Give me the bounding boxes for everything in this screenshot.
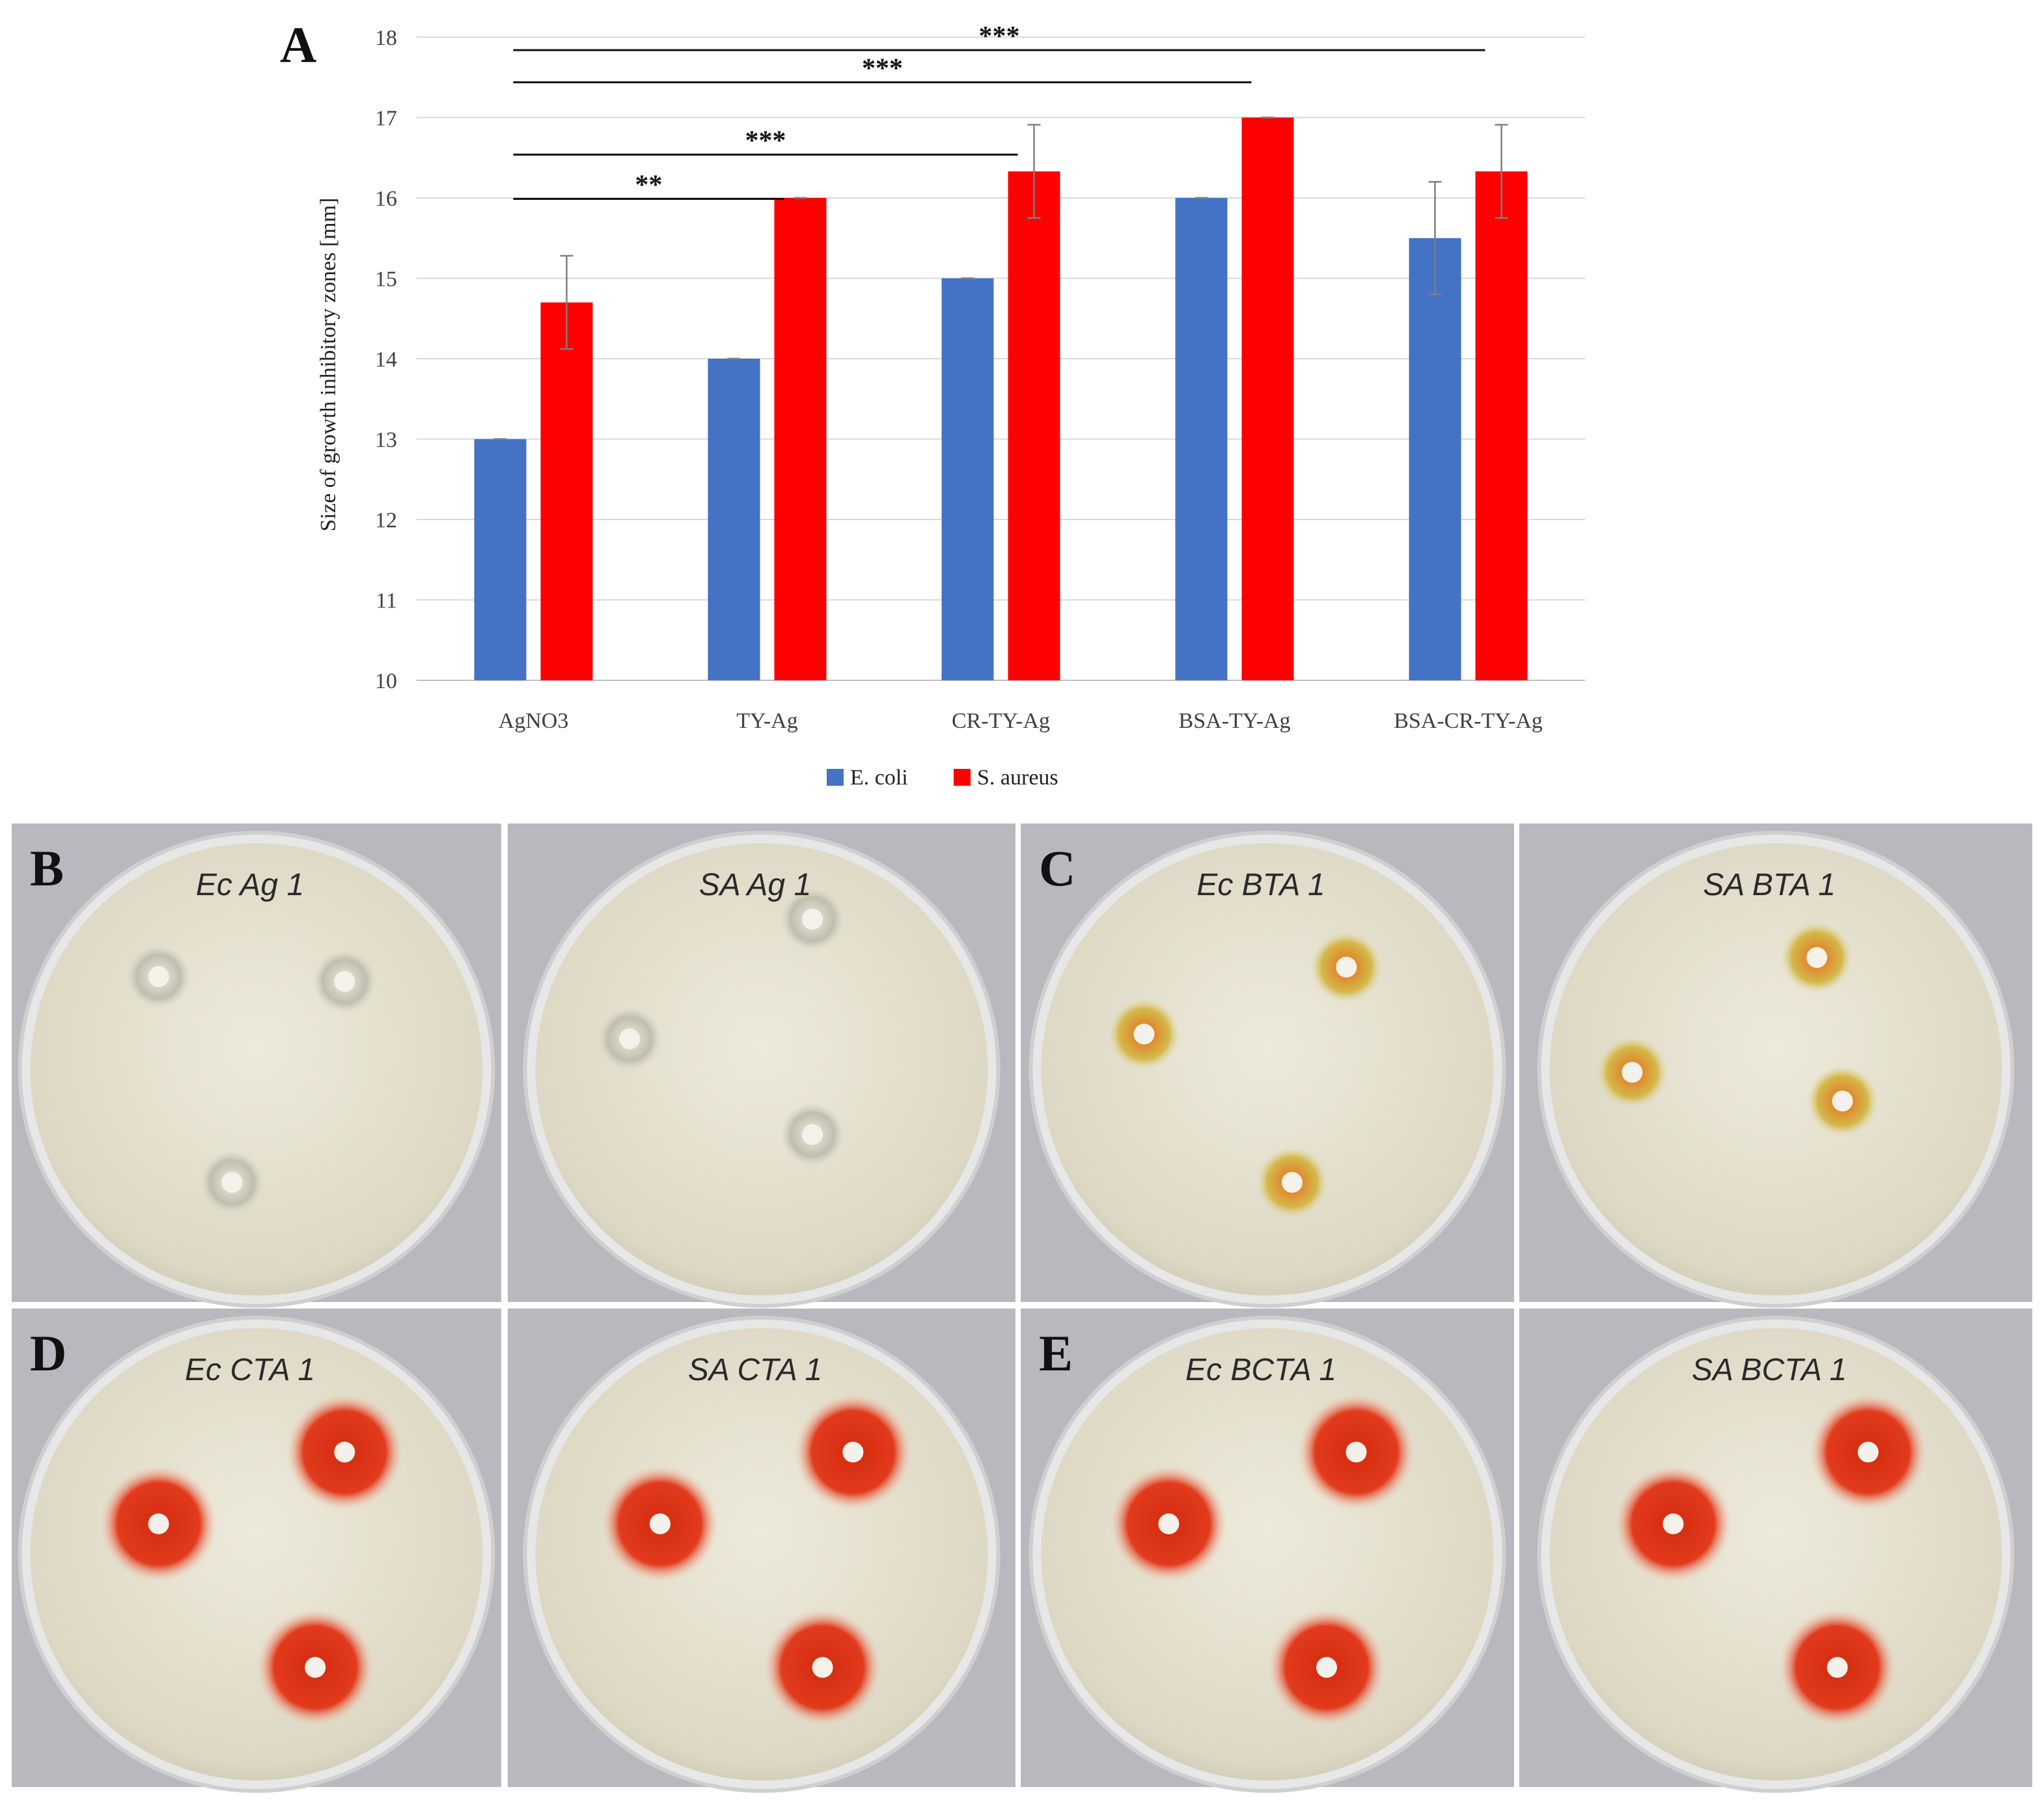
inhibition-zone [1806,1065,1879,1137]
inhibition-zone [1297,1393,1415,1511]
plate-handwritten-label: Ec BCTA 1 [1185,1353,1336,1387]
inhibition-zone [1108,998,1180,1070]
inhibition-zone [601,1465,719,1583]
agar-surface [535,1328,988,1781]
petri-dish-photos: Ec Ag 1 B SA Ag 1 Ec BTA 1 C SA BTA 1 Ec CTA 1… [12,824,2032,1793]
inhibition-zone [781,888,844,950]
x-tick-label: TY-Ag [736,709,797,733]
inhibition-zone [286,1393,404,1511]
inhibition-zone [1596,1036,1668,1109]
petri-dish-photo: Ec CTA 1 D [12,1309,501,1793]
error-bars [493,117,1508,440]
error-bar [1428,181,1442,296]
plate-handwritten-label: SA BTA 1 [1703,868,1836,902]
x-axis-ticks: AgNO3 TY-Ag CR-TY-Ag BSA-TY-Ag BSA-CR-TY-Ag [499,709,1543,733]
bars [474,117,1528,680]
plate-handwritten-label: Ec Ag 1 [196,868,304,902]
inhibition-zone [256,1609,374,1726]
y-tick-label: 13 [375,428,397,452]
inhibition-zone [598,1007,661,1070]
agar-surface [1549,843,2002,1296]
panel-letter-a: A [280,16,316,73]
inhibition-zone [313,950,376,1013]
y-tick-label: 14 [375,348,397,372]
panel-letter: E [1039,1325,1073,1381]
petri-dish-photo: Ec Ag 1 B [12,824,501,1308]
panel-letter: B [30,840,64,896]
legend-label: E. coli [850,766,908,790]
y-axis-ticks: 10 11 12 13 14 15 16 17 18 [375,26,397,693]
bar-saureus [1475,171,1528,680]
panel-letter: D [30,1325,66,1381]
bar-ecoli [941,278,994,680]
panel-letter: C [1039,840,1075,896]
legend-label: S. aureus [977,766,1058,790]
plate-handwritten-label: SA CTA 1 [688,1353,822,1387]
agar-surface [30,1328,483,1781]
bar-ecoli [1175,198,1228,680]
petri-dish-photo: Ec BCTA 1 E [1021,1309,1514,1793]
bar-saureus [1241,117,1294,680]
legend-swatch [954,769,971,786]
inhibition-zone [1256,1146,1328,1219]
inhibition-zone [794,1393,912,1511]
x-tick-label: CR-TY-Ag [952,709,1050,733]
y-tick-label: 16 [375,187,397,211]
bar-saureus [774,198,827,680]
inhibition-zone [200,1151,264,1214]
plate-handwritten-label: Ec BTA 1 [1196,868,1325,902]
agar-surface [30,843,483,1296]
plate-handwritten-label: SA BCTA 1 [1692,1353,1847,1387]
inhibition-zone [1778,1609,1896,1726]
plate-handwritten-label: SA Ag 1 [699,868,812,902]
x-tick-label: BSA-TY-Ag [1179,709,1291,733]
y-tick-label: 18 [375,26,397,50]
error-bar [1027,124,1041,219]
significance-stars: ** [635,170,663,200]
error-bar [1495,124,1508,219]
legend-swatch [827,769,844,786]
inhibition-zone [1614,1465,1732,1583]
inhibition-zone [781,1103,844,1166]
x-tick-label: AgNO3 [499,709,569,733]
inhibition-zone [1809,1393,1927,1511]
inhibition-zone [127,945,190,1008]
y-tick-label: 17 [375,107,397,131]
inhibition-zone [1267,1609,1385,1726]
petri-dish-photo: Ec BTA 1 C [1021,824,1514,1308]
inhibition-zone [100,1465,217,1583]
y-tick-label: 10 [375,669,397,693]
petri-dish-photo: SA BCTA 1 [1519,1309,2032,1793]
legend: E. coli S. aureus [827,766,1058,790]
petri-dish-photo: SA CTA 1 [508,1309,1015,1793]
bar-ecoli [474,439,527,680]
inhibition-zone [764,1609,881,1726]
x-tick-label: BSA-CR-TY-Ag [1394,709,1543,733]
petri-dish-photo: SA BTA 1 [1519,824,2032,1308]
significance-stars: *** [979,21,1020,51]
inhibition-zone [1310,931,1383,1003]
petri-dish-photo: SA Ag 1 [508,824,1015,1308]
bar-ecoli [1409,238,1461,680]
significance-stars: *** [745,126,786,156]
error-bar [560,255,573,350]
plate-handwritten-label: Ec CTA 1 [185,1353,315,1387]
inhibition-zone [1110,1465,1228,1583]
bar-ecoli [708,359,760,680]
significance-brackets: *********** [513,21,1485,200]
y-tick-label: 11 [376,589,397,613]
agar-surface [1041,1328,1494,1781]
y-tick-label: 12 [375,508,397,533]
agar-surface [1549,1328,2002,1781]
bar-saureus [1008,171,1060,680]
y-tick-label: 15 [375,268,397,292]
significance-stars: *** [862,53,903,83]
bar-saureus [540,302,593,680]
inhibition-zone [1781,921,1853,993]
bar-chart-panel: A 10 11 12 13 14 15 16 17 18 Size of growth inhi… [280,16,1585,790]
agar-surface [1041,843,1494,1296]
y-axis-label: Size of growth inhibitory zones [mm] [316,198,340,532]
agar-surface [535,843,988,1296]
